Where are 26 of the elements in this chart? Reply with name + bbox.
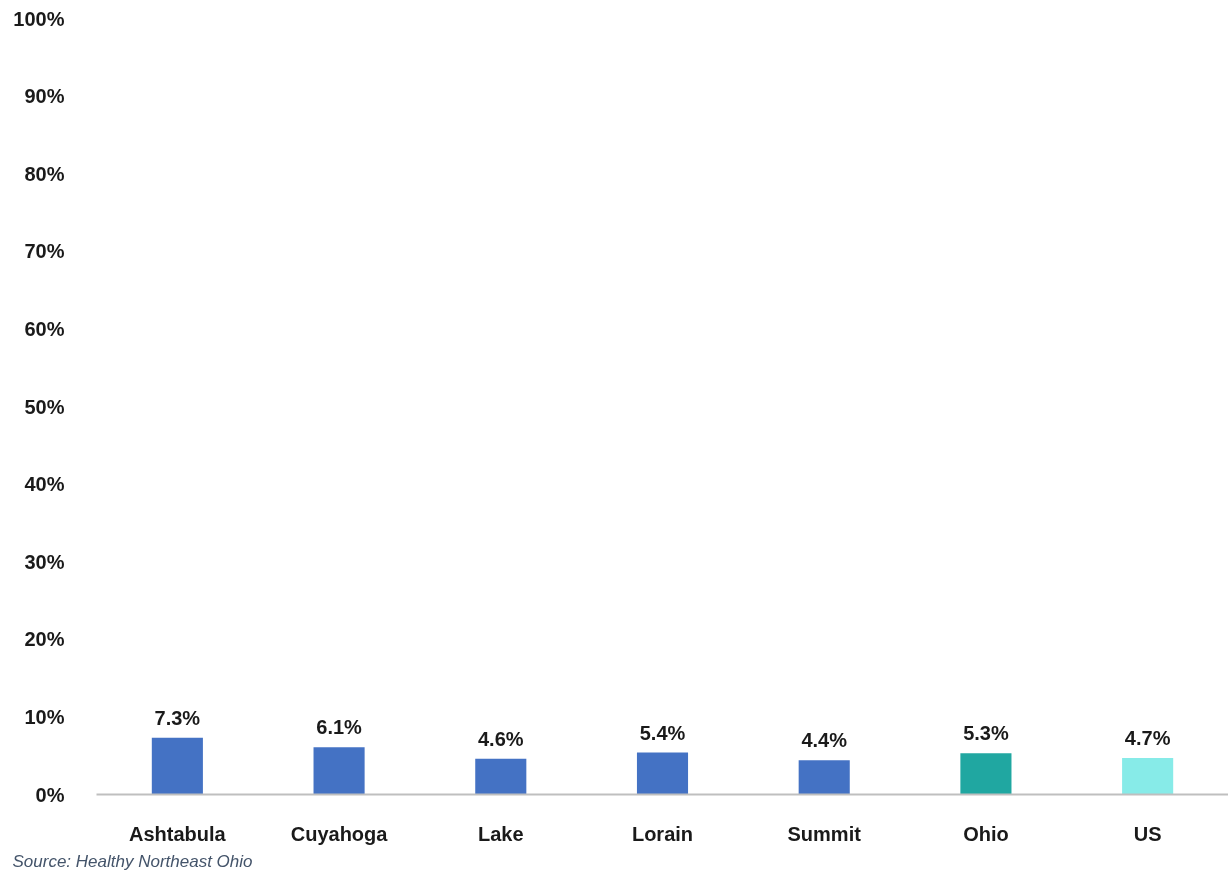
y-tick-label: 0%	[35, 783, 65, 806]
x-tick-label: Lorain	[631, 822, 694, 845]
data-label: 7.3%	[154, 706, 201, 729]
source-note: Source: Healthy Northeast Ohio	[12, 851, 253, 871]
y-tick-label: 30%	[24, 550, 65, 573]
data-label: 6.1%	[316, 716, 363, 739]
data-label: 4.4%	[801, 729, 848, 752]
x-tick-label: Ashtabula	[129, 822, 227, 845]
x-tick-label: Ohio	[963, 822, 1009, 845]
x-tick-label: US	[1133, 822, 1162, 845]
x-tick-label: Lake	[477, 822, 524, 845]
y-tick-label: 100%	[13, 7, 65, 30]
y-tick-label: 50%	[24, 395, 65, 418]
y-tick-label: 80%	[24, 162, 65, 185]
x-tick-label: Summit	[787, 822, 862, 845]
x-tick-label: Cuyahoga	[290, 822, 389, 845]
y-tick-label: 60%	[24, 317, 65, 340]
y-tick-label: 10%	[24, 705, 65, 728]
data-label: 5.3%	[963, 722, 1009, 745]
data-label: 5.4%	[639, 721, 686, 744]
y-tick-label: 40%	[24, 473, 65, 496]
y-tick-label: 90%	[24, 85, 65, 108]
data-label: 4.7%	[1124, 727, 1171, 750]
y-tick-label: 20%	[24, 628, 65, 651]
y-tick-label: 70%	[24, 240, 65, 263]
data-label: 4.6%	[477, 727, 524, 750]
